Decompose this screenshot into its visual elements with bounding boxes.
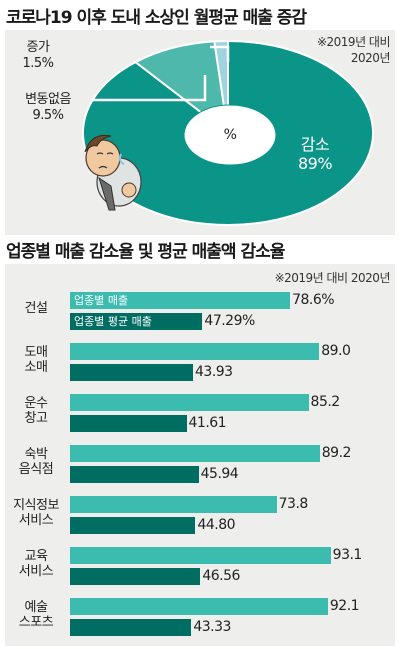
pie-center-label: % [223, 127, 237, 143]
bar-value-label: 46.56 [202, 568, 240, 584]
bar-value-label: 78.6% [292, 292, 335, 308]
bar-avg-sales [70, 415, 187, 432]
category-label: 지식정보 서비스 [13, 498, 59, 528]
bar-chart-note: ※2019년 대비 2020년 [274, 271, 391, 285]
pie-label-decrease-value: 89% [297, 154, 333, 173]
bar-sales [70, 547, 331, 564]
bar-value-label: 85.2 [310, 394, 341, 410]
bar-avg-sales [70, 364, 193, 381]
bar-value-label: 73.8 [278, 496, 309, 512]
bar-avg-sales [70, 568, 201, 585]
bar-chart-title: 업종별 매출 감소율 및 평균 매출액 감소율 [6, 242, 285, 262]
category-label: 교육 서비스 [18, 549, 54, 579]
bar-avg-sales [70, 517, 196, 534]
bar-value-label: 43.33 [193, 619, 231, 635]
pie-label-nochange-name: 변동없음 [25, 92, 71, 107]
bar-value-label: 89.2 [321, 445, 352, 461]
bar-value-label: 47.29% [204, 313, 255, 329]
bar-value-label: 93.1 [332, 547, 363, 563]
legend-entry: 업종별 매출 [74, 294, 129, 307]
pie-note-line1: ※2019년 대비 [316, 35, 391, 49]
legend-entry: 업종별 평균 매출 [74, 315, 152, 328]
bar-value-label: 89.0 [321, 343, 351, 359]
pie-label-increase: 증가 1.5% [18, 40, 58, 72]
pie-chart-note: ※2019년 대비 2020년 [316, 34, 391, 66]
bar-value-label: 45.94 [200, 466, 239, 482]
pie-label-increase-name: 증가 [26, 40, 50, 55]
bar-sales [70, 445, 320, 462]
leader-line-increase [210, 45, 230, 62]
bar-value-label: 41.61 [188, 415, 227, 431]
leader-line-nochange [92, 75, 207, 102]
bar-avg-sales [70, 619, 192, 636]
bar-avg-sales [70, 313, 203, 330]
pie-note-line2: 2020년 [350, 51, 391, 65]
category-label: 숙박 음식점 [18, 447, 54, 477]
pie-center-hole [183, 104, 277, 166]
category-label: 도매 소매 [24, 345, 48, 375]
pie-label-nochange-value: 9.5% [32, 108, 64, 123]
bar-value-label: 43.93 [195, 364, 233, 380]
bar-value-label: 92.1 [329, 598, 360, 614]
pie-label-nochange: 변동없음 9.5% [8, 92, 88, 124]
pie-label-decrease: 감소 89% [285, 135, 345, 173]
category-label: 운수 창고 [24, 396, 48, 426]
bar-sales [70, 394, 309, 411]
bar-sales [70, 292, 291, 309]
pie-label-decrease-name: 감소 [300, 135, 330, 154]
bar-sales [70, 598, 328, 615]
pie-label-increase-value: 1.5% [22, 56, 54, 71]
bar-value-label: 44.80 [197, 517, 236, 533]
bar-sales [70, 343, 320, 360]
pie-chart-title: 코로나19 이후 도내 소상인 월평균 매출 증감 [6, 8, 307, 28]
bar-sales [70, 496, 277, 513]
category-label: 건설 [24, 301, 48, 316]
category-label: 예술 스포츠 [18, 600, 54, 630]
worried-merchant-illustration [84, 134, 142, 211]
bar-avg-sales [70, 466, 199, 483]
pie-chart-svg [82, 39, 374, 226]
